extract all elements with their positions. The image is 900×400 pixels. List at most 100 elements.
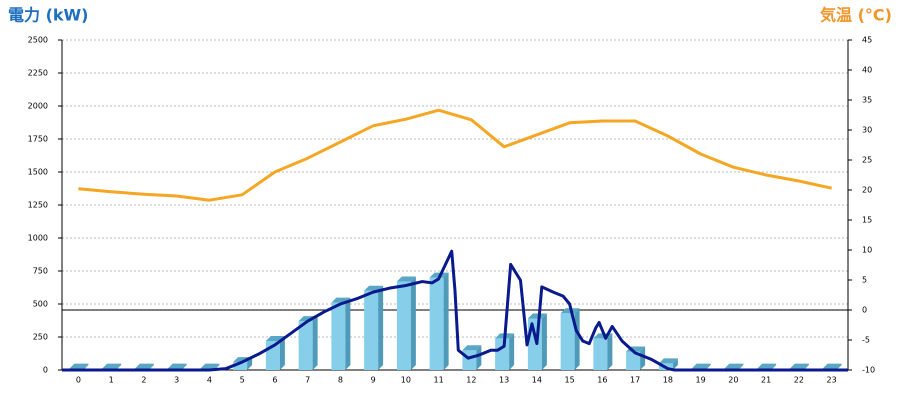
y-tick-label: 1250: [28, 201, 48, 210]
bar-side: [771, 363, 777, 370]
bar-side: [410, 276, 416, 370]
bar-top: [691, 363, 711, 369]
bar-side: [705, 363, 711, 370]
y2-tick-label: -5: [862, 336, 870, 345]
bar-side: [574, 308, 580, 370]
x-tick-label: 15: [565, 376, 575, 385]
bar-side: [378, 285, 384, 370]
x-tick-label: 5: [240, 376, 245, 385]
x-tick-label: 23: [827, 376, 837, 385]
bar: [560, 313, 575, 370]
bar-side: [607, 333, 613, 370]
x-tick-label: 12: [466, 376, 476, 385]
y2-tick-label: 5: [862, 276, 867, 285]
bar-top: [724, 363, 744, 369]
bar-top: [134, 363, 154, 369]
x-tick-label: 11: [434, 376, 444, 385]
bar-side: [640, 346, 646, 370]
y-tick-label: 1750: [28, 135, 48, 144]
x-tick-label: 2: [141, 376, 146, 385]
y2-tick-label: 20: [862, 186, 872, 195]
y-tick-label: 1500: [28, 168, 48, 177]
bar: [331, 302, 346, 370]
power-line: [62, 249, 848, 372]
x-tick-label: 9: [371, 376, 376, 385]
y2-tick-label: -10: [862, 366, 875, 375]
chart-title: 電力 (kW): [8, 6, 89, 25]
bar-top: [822, 363, 842, 369]
y2-tick-label: 15: [862, 216, 872, 225]
y2-tick-label: 45: [862, 36, 872, 45]
x-tick-label: 0: [76, 376, 81, 385]
bar-side: [247, 357, 253, 370]
bar-top: [757, 363, 777, 369]
bar: [364, 290, 379, 370]
temperature-line: [78, 108, 832, 202]
y-tick-label: 2500: [28, 36, 48, 45]
y-tick-label: 750: [33, 267, 48, 276]
bar-side: [443, 272, 449, 370]
y-tick-label: 500: [33, 300, 48, 309]
bar-side: [541, 313, 547, 370]
y-tick-label: 250: [33, 333, 48, 342]
y-tick-label: 2250: [28, 69, 48, 78]
bar-side: [803, 363, 809, 370]
x-tick-label: 21: [761, 376, 771, 385]
bar-side: [738, 363, 744, 370]
bar-top: [102, 363, 122, 369]
x-tick-label: 3: [174, 376, 179, 385]
bar-top: [658, 358, 678, 364]
bar-side: [509, 333, 515, 370]
y2-title: 気温 (°C): [820, 6, 892, 25]
y2-tick-label: 25: [862, 156, 872, 165]
y-tick-label: 2000: [28, 102, 48, 111]
x-tick-label: 13: [499, 376, 509, 385]
bar-side: [116, 363, 122, 370]
x-tick-label: 18: [663, 376, 673, 385]
bar-top: [396, 276, 416, 282]
bar-side: [476, 345, 482, 370]
bar-top: [527, 313, 547, 319]
y2-tick-label: 10: [862, 246, 872, 255]
bar-top: [167, 363, 187, 369]
x-tick-label: 17: [630, 376, 640, 385]
bar-side: [672, 358, 678, 370]
x-tick-label: 10: [401, 376, 411, 385]
bar-side: [181, 363, 187, 370]
y2-tick-label: 35: [862, 96, 872, 105]
x-tick-label: 16: [597, 376, 607, 385]
x-tick-label: 4: [207, 376, 212, 385]
y2-tick-label: 40: [862, 66, 872, 75]
bar: [462, 350, 477, 370]
x-tick-label: 22: [794, 376, 804, 385]
bar: [626, 351, 641, 370]
bar-side: [83, 363, 89, 370]
bar: [233, 362, 248, 370]
bar-top: [200, 363, 220, 369]
bar: [298, 321, 313, 370]
bar-side: [345, 297, 351, 370]
bar-side: [312, 316, 318, 370]
bar-top: [462, 345, 482, 351]
x-tick-label: 8: [338, 376, 343, 385]
bar-top: [69, 363, 89, 369]
y2-tick-label: 30: [862, 126, 872, 135]
x-tick-label: 7: [305, 376, 310, 385]
y2-tick-label: 0: [862, 306, 867, 315]
y-tick-label: 0: [43, 366, 48, 375]
bar-top: [789, 363, 809, 369]
x-tick-label: 20: [728, 376, 738, 385]
x-tick-label: 14: [532, 376, 542, 385]
bar-side: [279, 335, 285, 370]
bar-side: [836, 363, 842, 370]
bar: [396, 281, 411, 370]
x-tick-label: 1: [109, 376, 114, 385]
bar-side: [148, 363, 154, 370]
bar: [495, 338, 510, 370]
bar: [429, 277, 444, 370]
x-tick-label: 6: [272, 376, 277, 385]
x-tick-label: 19: [696, 376, 706, 385]
y-tick-label: 1000: [28, 234, 48, 243]
bar: [593, 338, 608, 370]
